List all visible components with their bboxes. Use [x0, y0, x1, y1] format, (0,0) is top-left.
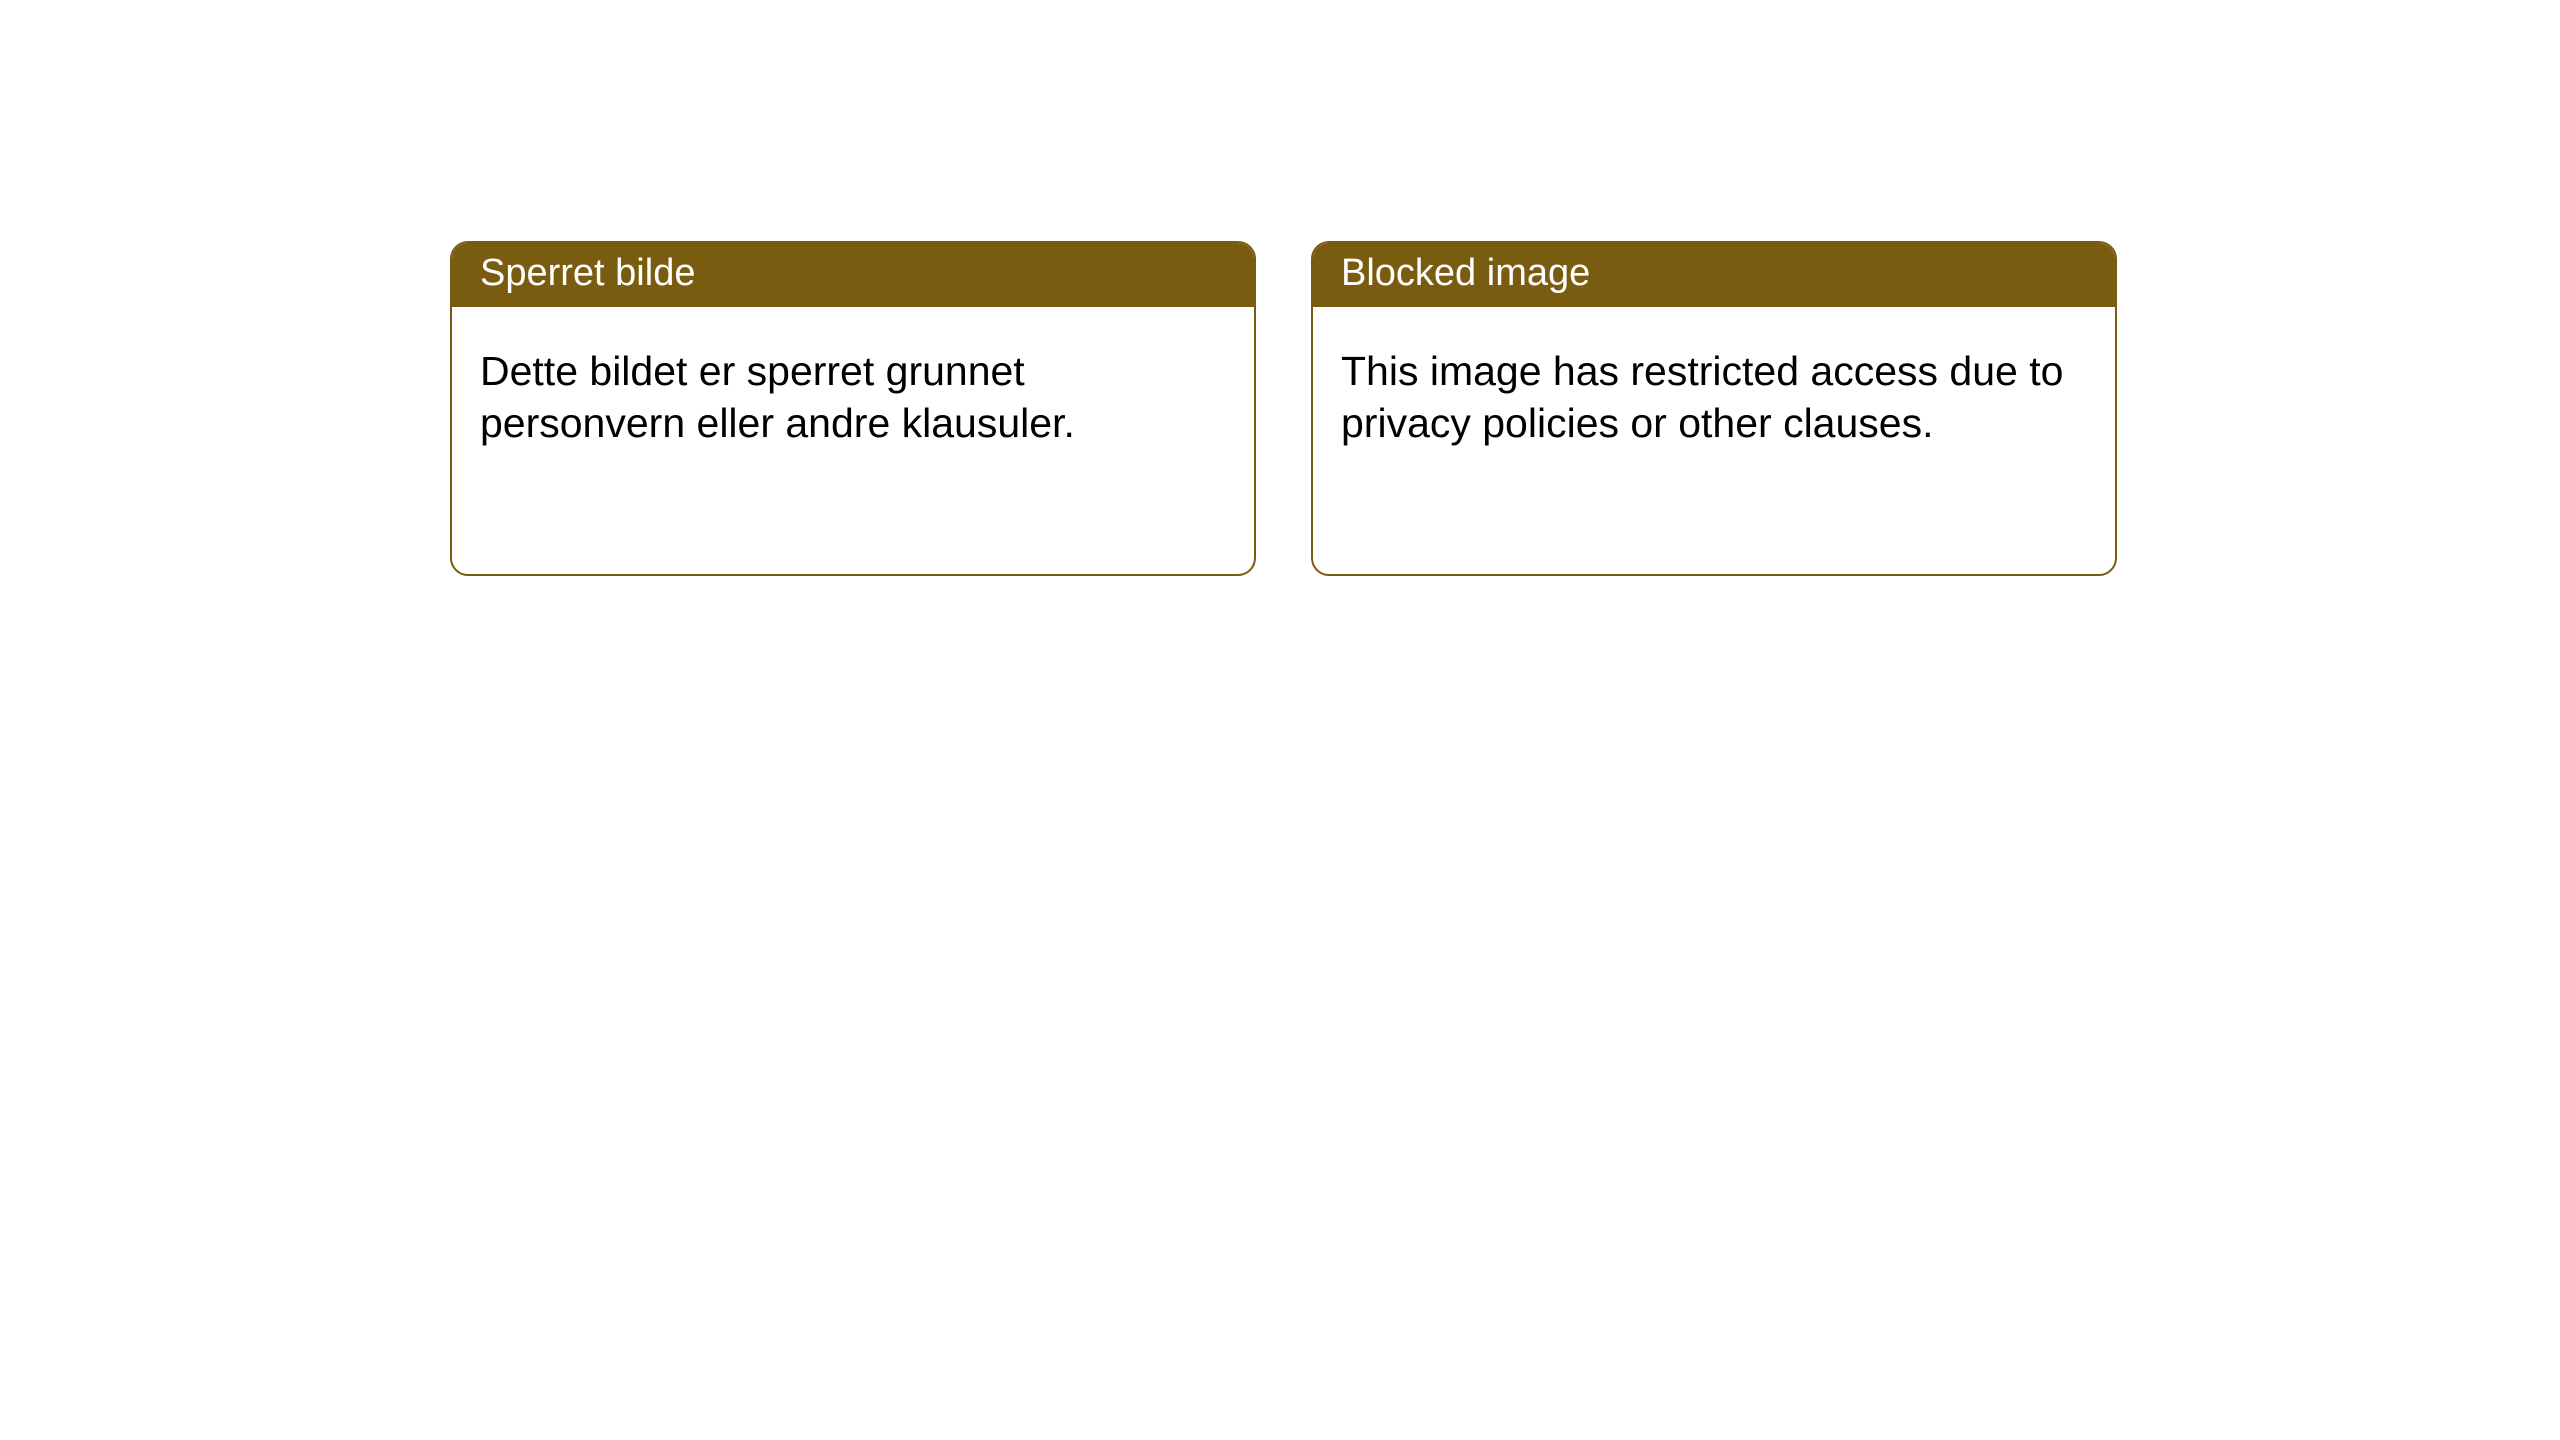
notice-card-english: Blocked image This image has restricted …	[1311, 241, 2117, 576]
card-body: Dette bildet er sperret grunnet personve…	[452, 307, 1254, 477]
card-title: Sperret bilde	[480, 252, 695, 294]
card-header: Sperret bilde	[452, 243, 1254, 307]
card-header: Blocked image	[1313, 243, 2115, 307]
card-body-text: Dette bildet er sperret grunnet personve…	[480, 348, 1075, 446]
notice-container: Sperret bilde Dette bildet er sperret gr…	[0, 0, 2560, 576]
notice-card-norwegian: Sperret bilde Dette bildet er sperret gr…	[450, 241, 1256, 576]
card-body: This image has restricted access due to …	[1313, 307, 2115, 477]
card-body-text: This image has restricted access due to …	[1341, 348, 2063, 446]
card-title: Blocked image	[1341, 252, 1590, 294]
